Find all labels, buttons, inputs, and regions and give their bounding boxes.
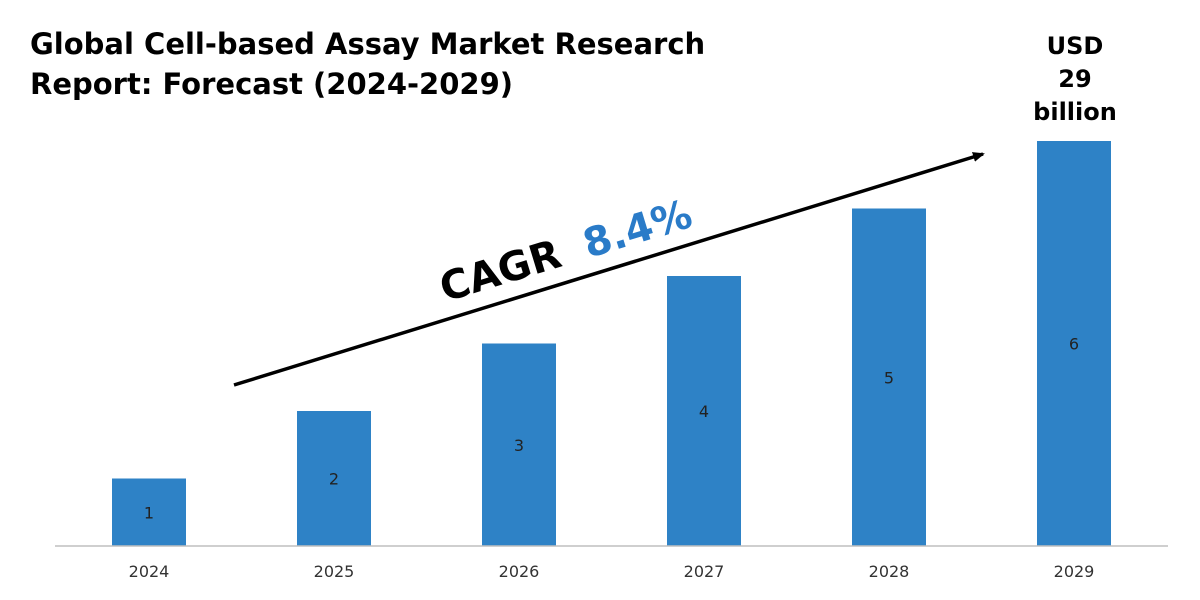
bar-2028 bbox=[852, 208, 926, 546]
bar-value-label-2029: 6 bbox=[1069, 335, 1079, 354]
bar-value-label-2026: 3 bbox=[514, 436, 524, 455]
growth-trend-arrow bbox=[233, 152, 985, 387]
market-value-amount: 29 bbox=[1058, 65, 1092, 93]
x-tick-label-2027: 2027 bbox=[684, 562, 725, 581]
chart-title-line-2: Report: Forecast (2024-2029) bbox=[30, 67, 514, 101]
chart-title: Global Cell-based Assay Market Research … bbox=[30, 24, 706, 104]
x-tick-label-2026: 2026 bbox=[499, 562, 540, 581]
bar-2025 bbox=[297, 411, 371, 546]
cagr-value: 8.4% bbox=[578, 191, 698, 267]
market-value-unit: billion bbox=[1033, 98, 1117, 126]
x-axis-ticks: 2024 2025 2026 2027 2028 2029 bbox=[129, 562, 1095, 581]
bar-value-label-2027: 4 bbox=[699, 402, 709, 421]
bar-2024 bbox=[112, 478, 186, 546]
bar-2027 bbox=[667, 276, 741, 546]
cagr-annotation: CAGR 8.4% bbox=[434, 191, 697, 311]
bar-value-label-2024: 1 bbox=[144, 503, 154, 522]
cagr-label: CAGR bbox=[434, 231, 566, 311]
bar-2026 bbox=[482, 343, 556, 546]
market-value-callout: USD 29 billion bbox=[1010, 30, 1140, 129]
x-tick-label-2025: 2025 bbox=[314, 562, 355, 581]
x-tick-label-2028: 2028 bbox=[869, 562, 910, 581]
svg-text:CAGR 8.4%: CAGR 8.4% bbox=[434, 191, 697, 311]
chart-title-line-1: Global Cell-based Assay Market Research bbox=[30, 27, 706, 61]
bar-value-label-2025: 2 bbox=[329, 470, 339, 489]
bars-layer: 1 2 3 4 5 6 bbox=[112, 141, 1111, 546]
x-tick-label-2024: 2024 bbox=[129, 562, 170, 581]
x-tick-label-2029: 2029 bbox=[1054, 562, 1095, 581]
bar-value-label-2028: 5 bbox=[884, 368, 894, 387]
market-value-currency: USD bbox=[1046, 32, 1104, 60]
bar-2029 bbox=[1037, 141, 1111, 546]
